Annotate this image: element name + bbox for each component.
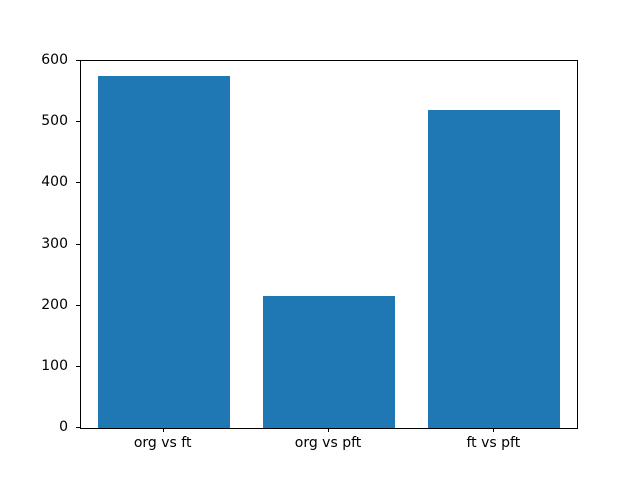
y-tick-mark — [76, 182, 80, 184]
y-tick-mark — [76, 121, 80, 123]
x-tick-label: ft vs pft — [466, 435, 521, 451]
bar-ft-vs-pft — [428, 109, 561, 428]
x-tick-mark — [493, 428, 495, 432]
y-tick-label: 400 — [41, 174, 68, 191]
y-tick-mark — [76, 427, 80, 428]
y-tick-mark — [76, 243, 80, 245]
bar-org-vs-ft — [97, 76, 230, 428]
y-tick-mark — [76, 365, 80, 367]
y-tick-label: 300 — [41, 235, 68, 252]
x-tick-mark — [328, 428, 329, 432]
y-tick-label: 0 — [59, 419, 68, 435]
plot-area — [80, 60, 578, 429]
y-tick-mark — [76, 60, 80, 61]
y-tick-label: 600 — [41, 52, 68, 68]
x-tick-mark — [162, 428, 164, 432]
bar-org-vs-pft — [262, 295, 396, 428]
x-tick-label: org vs pft — [294, 435, 362, 451]
y-tick-label: 200 — [41, 296, 68, 313]
y-tick-label: 100 — [41, 357, 68, 374]
x-tick-label: org vs ft — [133, 435, 192, 451]
y-tick-mark — [76, 304, 80, 306]
y-tick-label: 500 — [41, 113, 68, 130]
